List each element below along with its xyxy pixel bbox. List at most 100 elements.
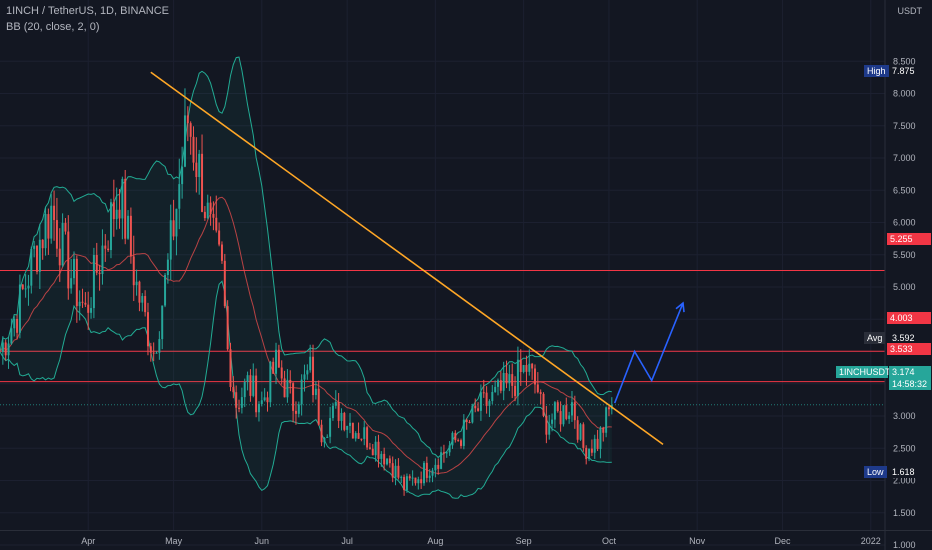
candle-body — [394, 465, 397, 478]
indicator-legend[interactable]: BB (20, close, 2, 0) — [6, 21, 100, 33]
candle-body — [149, 346, 152, 353]
candle-body — [445, 452, 448, 454]
candle-body — [223, 260, 226, 307]
candle-body — [448, 445, 451, 453]
candle-body — [317, 388, 320, 425]
avg-tag-label: Avg — [864, 332, 886, 344]
candle-body — [377, 441, 380, 459]
candle-body — [531, 363, 534, 369]
candle-body — [351, 422, 354, 439]
candle-body — [266, 397, 269, 403]
candle-body — [4, 342, 7, 356]
candle-body — [118, 209, 121, 219]
candle-body — [192, 136, 195, 163]
candle-body — [411, 477, 414, 479]
candle-body — [363, 427, 366, 439]
candle-body — [175, 208, 178, 237]
candle-body — [331, 405, 334, 419]
candle-body — [289, 379, 292, 384]
candle-body — [220, 244, 223, 261]
candle-body — [607, 407, 610, 410]
candle-body — [277, 349, 280, 368]
candle-body — [218, 230, 221, 245]
candle-body — [215, 217, 218, 231]
bar-countdown: 14:58:32 — [889, 378, 931, 390]
candle-body — [158, 339, 161, 353]
candle-body — [226, 306, 229, 350]
candle-body — [468, 422, 471, 424]
candle-body — [431, 470, 434, 476]
candle-body — [124, 178, 127, 239]
time-tick-label: Jul — [341, 536, 353, 546]
candle-body — [485, 392, 488, 406]
candle-body — [300, 379, 303, 405]
candle-body — [417, 479, 420, 484]
candle-body — [337, 401, 340, 421]
candle-body — [346, 425, 349, 430]
candle-body — [528, 363, 531, 372]
candle-body — [164, 275, 167, 306]
symbol-tag-label: 1INCHUSDT — [836, 366, 891, 378]
candle-body — [121, 178, 124, 219]
candle-body — [460, 440, 462, 446]
candle-body — [420, 479, 423, 484]
candle-body — [16, 318, 19, 333]
candle-body — [405, 476, 408, 491]
candle-body — [309, 356, 312, 371]
candle-body — [579, 424, 582, 440]
candle-body — [582, 424, 585, 448]
candle-body — [135, 281, 138, 286]
candle-body — [428, 475, 431, 478]
candle-body — [488, 401, 491, 406]
candle-body — [172, 220, 175, 237]
candle-body — [70, 278, 73, 289]
candle-body — [562, 405, 565, 425]
candle-body — [585, 447, 588, 460]
time-tick-label: Dec — [775, 536, 792, 546]
candle-body — [138, 281, 141, 303]
candle-body — [397, 465, 400, 478]
high-tag-value: 7.875 — [889, 65, 918, 77]
candle-body — [565, 405, 568, 419]
candle-body — [146, 312, 149, 347]
candle-body — [203, 211, 206, 219]
candle-body — [201, 153, 204, 212]
candle-body — [246, 375, 249, 383]
descending-trendline — [150, 71, 664, 446]
candle-body — [525, 365, 528, 372]
candle-body — [21, 284, 24, 289]
avg-tag-value: 3.592 — [889, 332, 918, 344]
candle-body — [198, 153, 201, 178]
candle-body — [294, 410, 297, 414]
candle-body — [380, 453, 383, 459]
candle-body — [462, 419, 465, 446]
candle-body — [514, 385, 517, 397]
candle-body — [542, 393, 545, 416]
candle-body — [539, 392, 542, 394]
candle-body — [400, 476, 403, 478]
candle-body — [474, 405, 477, 409]
candle-body — [593, 438, 596, 453]
candle-body — [44, 214, 47, 249]
candle-body — [109, 202, 112, 251]
candle-body — [189, 123, 192, 137]
candle-body — [602, 427, 605, 433]
time-tick-label: May — [165, 536, 183, 546]
candle-body — [275, 349, 278, 374]
candle-body — [573, 402, 576, 421]
price-tick-label: 1.500 — [893, 508, 916, 518]
price-tick-label: 3.000 — [893, 411, 916, 421]
candle-body — [386, 458, 389, 465]
candle-body — [47, 214, 50, 239]
time-tick-label: Apr — [81, 536, 95, 546]
bollinger-fill — [0, 57, 612, 499]
candle-body — [61, 222, 64, 266]
candle-body — [548, 423, 551, 435]
candle-body — [129, 215, 132, 257]
candle-body — [511, 374, 514, 386]
candle-body — [283, 378, 286, 398]
price-tick-label: 7.500 — [893, 121, 916, 131]
price-tick-label: 7.000 — [893, 153, 916, 163]
time-tick-label: Oct — [602, 536, 617, 546]
